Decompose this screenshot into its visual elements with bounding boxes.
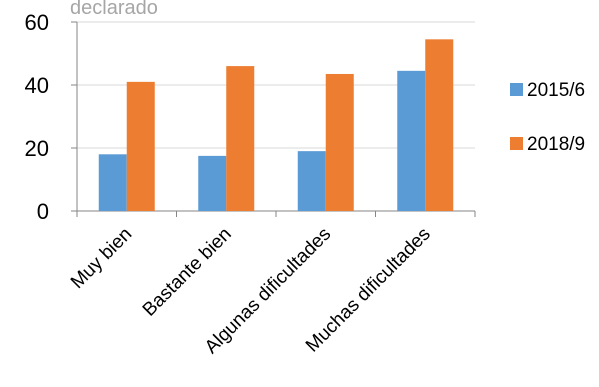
- x-tick-label: Bastante bien: [139, 224, 236, 321]
- bar-2018/9-Bastante bien: [226, 66, 255, 211]
- bar-2018/9-Muy bien: [126, 81, 155, 211]
- bar-2018/9-Muchas dificultades: [425, 39, 454, 212]
- legend: 2015/6 2018/9: [510, 80, 585, 155]
- bars: [98, 39, 454, 212]
- y-tick-label: 0: [37, 199, 49, 224]
- y-tick-label: 20: [25, 136, 49, 161]
- bar-2015/6-Algunas dificultades: [297, 151, 326, 211]
- y-tick-label: 40: [25, 73, 49, 98]
- bar-2015/6-Muchas dificultades: [397, 70, 426, 211]
- chart-title: declarado: [70, 0, 158, 19]
- y-tick-label: 60: [25, 10, 49, 35]
- y-tick-labels: 0 20 40 60: [25, 10, 49, 224]
- legend-swatch-2018/9: [510, 137, 523, 150]
- bar-2015/6-Bastante bien: [198, 155, 227, 211]
- bar-2015/6-Muy bien: [98, 154, 127, 211]
- legend-label: 2018/9: [527, 134, 585, 155]
- bar-2018/9-Algunas dificultades: [325, 73, 354, 211]
- legend-swatch-2015/6: [510, 83, 523, 96]
- legend-label: 2015/6: [527, 80, 585, 101]
- x-tick-label: Muy bien: [67, 224, 136, 293]
